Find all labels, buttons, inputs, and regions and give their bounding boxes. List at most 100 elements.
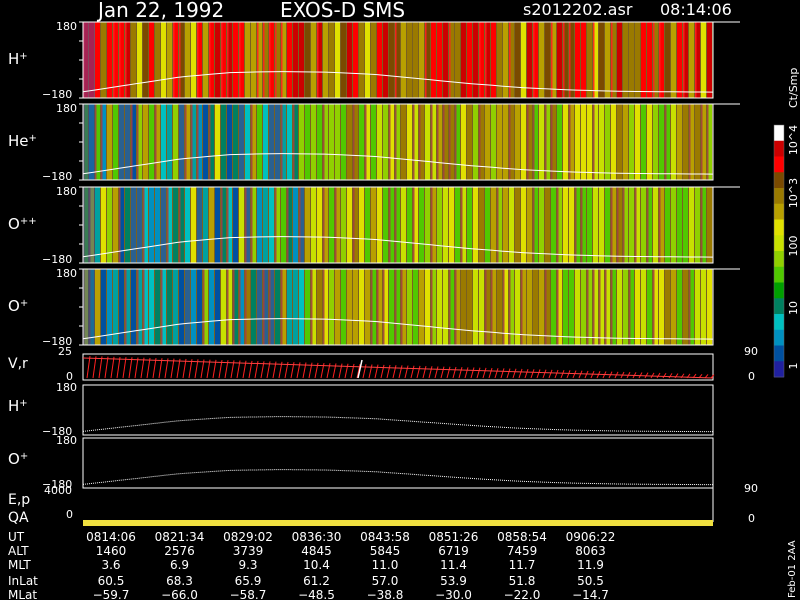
spectrum-column — [545, 187, 550, 263]
spectrum-column — [689, 104, 694, 180]
spectrum-column — [647, 104, 652, 180]
spectrum-column — [125, 269, 130, 345]
colorbar-cell — [774, 125, 784, 142]
spectrum-column-edge — [263, 22, 265, 98]
panel-edge-band — [83, 22, 95, 98]
spectrum-column — [449, 104, 454, 180]
vr-vector — [494, 368, 499, 379]
spectrum-column — [677, 187, 682, 263]
spectrum-column — [425, 187, 430, 263]
vr-vector — [518, 368, 523, 379]
species-label: O+ — [8, 297, 28, 315]
spectrum-column — [593, 104, 598, 180]
spectrum-column — [95, 187, 100, 263]
ephemeris-cell: 10.4 — [303, 558, 330, 572]
spectrum-column — [563, 104, 568, 180]
vr-vector — [194, 359, 199, 379]
spectrum-column — [701, 104, 706, 180]
colorbar-cell — [774, 188, 784, 205]
spectrum-column — [317, 104, 322, 180]
spectrum-column — [641, 269, 646, 345]
spectrum-column — [521, 187, 526, 263]
ephemeris-cell: 4845 — [301, 544, 332, 558]
spectrum-column — [455, 187, 460, 263]
spectrum-column — [245, 187, 250, 263]
y-axis-bottom-label: −180 — [42, 253, 72, 266]
vr-vector — [206, 359, 211, 379]
spectrum-column — [599, 269, 604, 345]
spectrum-column — [359, 104, 364, 180]
ephemeris-cell: 60.5 — [98, 574, 125, 588]
spectrum-column — [167, 104, 172, 180]
spectrum-column — [539, 22, 544, 98]
spectrum-column — [581, 187, 586, 263]
ephemeris-cell: −66.0 — [161, 588, 198, 600]
spectrum-column — [461, 187, 466, 263]
spectrum-column — [467, 269, 472, 345]
spectrum-column — [563, 269, 568, 345]
vr-vector — [230, 360, 235, 379]
line-panel-y-top: 180 — [56, 434, 77, 447]
spectrum-column — [347, 269, 352, 345]
ephemeris-cell: −58.7 — [230, 588, 267, 600]
spectrum-column — [221, 104, 226, 180]
spectrum-column-edge — [425, 22, 427, 98]
ephemeris-row-label: MLat — [8, 588, 37, 600]
spectrum-column-edge — [659, 22, 661, 98]
vr-vector — [422, 365, 427, 379]
spectrum-column — [575, 22, 580, 98]
spectrum-column-edge — [155, 104, 157, 180]
spectrum-column-edge — [497, 187, 499, 263]
spectrum-column-edge — [113, 22, 115, 98]
spectrum-column — [161, 104, 166, 180]
spectrum-column-edge — [587, 269, 589, 345]
spectrum-column — [551, 187, 556, 263]
spectrum-column — [443, 269, 448, 345]
spectrum-column-edge — [635, 187, 637, 263]
spectrum-column — [215, 187, 220, 263]
spectrum-column — [419, 22, 424, 98]
spectrum-column-edge — [311, 269, 313, 345]
spectrum-column-edge — [377, 269, 379, 345]
colorbar-cell — [774, 298, 784, 315]
spectrum-column — [587, 22, 592, 98]
spectrum-column — [185, 187, 190, 263]
spectrum-column — [359, 22, 364, 98]
spectrum-column-edge — [659, 187, 661, 263]
spectrum-column — [557, 269, 562, 345]
colorbar-cell — [774, 172, 784, 189]
y-axis-bottom-label: −180 — [42, 170, 72, 183]
vr-y-bottom: 0 — [66, 370, 73, 383]
spectrum-column — [329, 104, 334, 180]
spectrum-column — [149, 187, 154, 263]
spectrum-column-edge — [299, 187, 301, 263]
y-axis-top-label: 180 — [56, 20, 77, 33]
line-panel-1: O+ 180 −180 — [8, 434, 714, 491]
spectrum-column-edge — [527, 104, 529, 180]
header-time: 08:14:06 — [660, 0, 732, 19]
spectrum-column — [353, 187, 358, 263]
ephemeris-cell: 61.2 — [303, 574, 330, 588]
vr-vector — [140, 357, 145, 379]
spectrum-column — [515, 22, 520, 98]
spectrum-column — [407, 269, 412, 345]
spectrum-column-edge — [383, 269, 385, 345]
spectrum-column — [341, 187, 346, 263]
spectrum-column — [653, 22, 658, 98]
spectrum-column — [137, 187, 142, 263]
spectrum-column — [533, 269, 538, 345]
spectrum-column — [131, 22, 136, 98]
spectrum-column — [173, 269, 178, 345]
spectrum-column — [191, 104, 196, 180]
spectrum-column — [467, 104, 472, 180]
spectrum-column — [305, 104, 310, 180]
spectrum-column — [311, 269, 316, 345]
spectrum-column — [503, 22, 508, 98]
spectrum-column — [437, 22, 442, 98]
species-charge: + — [29, 133, 37, 144]
vr-vector — [470, 367, 475, 379]
spectrum-column — [425, 22, 430, 98]
spectrum-column — [695, 269, 700, 345]
line-panel-label: H+ — [8, 397, 28, 415]
ephemeris-cell: 0829:02 — [223, 530, 273, 544]
